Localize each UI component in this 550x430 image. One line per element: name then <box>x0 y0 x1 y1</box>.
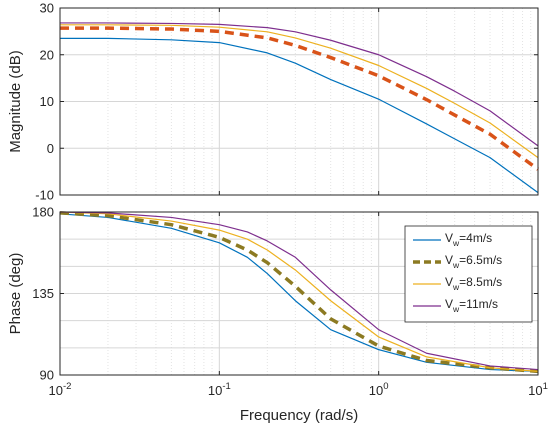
y-tick-label: -10 <box>35 188 54 203</box>
y-tick-label: 0 <box>47 141 54 156</box>
frequency-x-ticks: 10-2 10-1 100 101 <box>49 8 548 398</box>
magnitude-y-ticks: -10 0 10 20 30 <box>35 1 538 203</box>
y-tick-label: 135 <box>32 286 54 301</box>
x-tick-label: 10-1 <box>208 381 231 398</box>
legend-label-2: Vw=6.5m/s <box>445 253 502 270</box>
series-line-3 <box>59 211 539 372</box>
magnitude-panel: -10 0 10 20 30 Magnitude (dB) <box>7 1 540 203</box>
legend: Vw=4m/s Vw=6.5m/s Vw=8.5m/s Vw=11m/s <box>404 225 533 323</box>
legend-label-1: Vw=4m/s <box>445 231 492 248</box>
phase-y-ticks: 90 135 180 <box>32 205 538 383</box>
magnitude-y-axis-label: Magnitude (dB) <box>7 50 24 153</box>
series-line-1 <box>60 37 539 194</box>
x-tick-label: 100 <box>369 381 389 398</box>
series-line-4 <box>60 22 539 147</box>
y-tick-label: 10 <box>40 94 54 109</box>
legend-label-3: Vw=8.5m/s <box>445 275 502 292</box>
y-tick-label: 180 <box>32 205 54 220</box>
phase-y-axis-label: Phase (deg) <box>7 253 24 335</box>
x-tick-label: 101 <box>528 381 548 398</box>
legend-label-4: Vw=11m/s <box>445 297 498 314</box>
series-line-1 <box>59 213 539 372</box>
frequency-x-axis-label: Frequency (rad/s) <box>240 407 358 424</box>
series-line-4 <box>59 211 539 371</box>
y-tick-label: 20 <box>40 47 54 62</box>
y-tick-label: 30 <box>40 1 54 16</box>
magnitude-series <box>60 22 540 194</box>
x-tick-label: 10-2 <box>49 381 72 398</box>
y-tick-label: 90 <box>40 368 54 383</box>
magnitude-grid <box>60 8 538 195</box>
series-line-3 <box>60 24 539 159</box>
series-line-2 <box>60 26 540 171</box>
phase-series <box>59 211 539 374</box>
